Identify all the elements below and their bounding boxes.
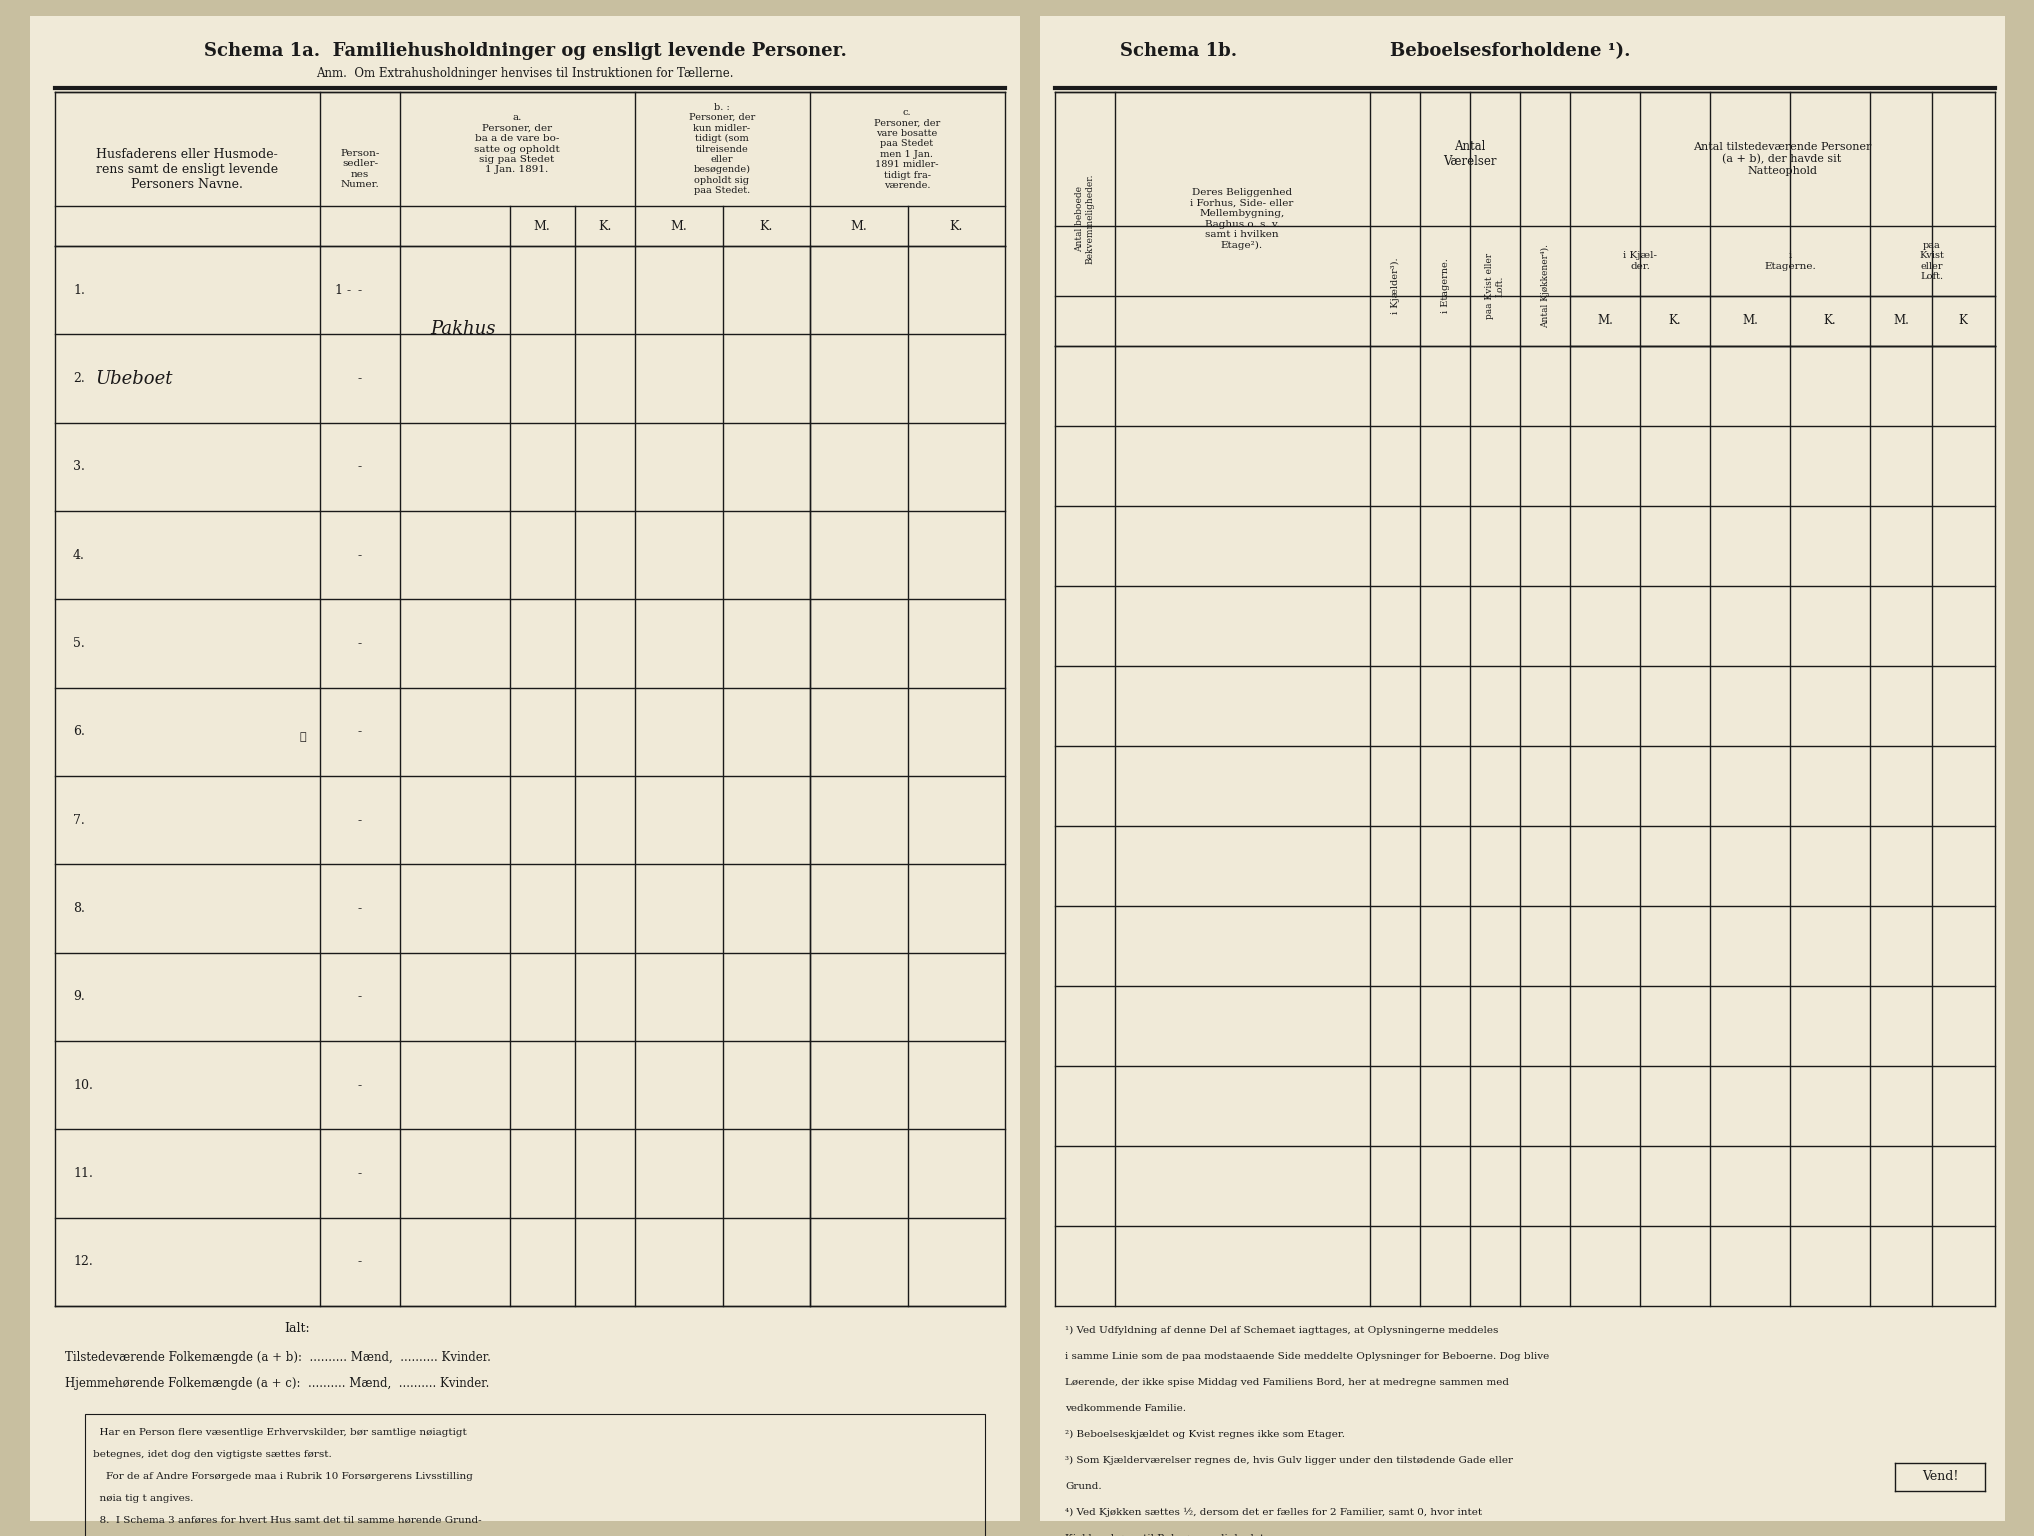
Text: -: - (358, 548, 362, 562)
Text: i Kjæl-
der.: i Kjæl- der. (1623, 252, 1658, 270)
Text: 8.  I Schema 3 anføres for hvert Hus samt det til samme hørende Grund-: 8. I Schema 3 anføres for hvert Hus samt… (94, 1516, 482, 1525)
Text: -: - (358, 372, 362, 386)
Text: K.: K. (950, 220, 962, 232)
Text: -: - (358, 1167, 362, 1180)
Text: M.: M. (1741, 315, 1757, 327)
Text: ⁴) Ved Kjøkken sættes ½, dersom det er fælles for 2 Familier, samt 0, hvor intet: ⁴) Ved Kjøkken sættes ½, dersom det er f… (1066, 1508, 1483, 1518)
Text: M.: M. (1894, 315, 1910, 327)
Text: 7.: 7. (73, 814, 85, 826)
Text: Hjemmehørende Folkemængde (a + c):  .......... Mænd,  .......... Kvinder.: Hjemmehørende Folkemængde (a + c): .....… (65, 1378, 490, 1390)
Text: paa
Kvist
eller
Loft.: paa Kvist eller Loft. (1920, 241, 1945, 281)
Text: ³) Som Kjælderværelser regnes de, hvis Gulv ligger under den tilstødende Gade el: ³) Som Kjælderværelser regnes de, hvis G… (1066, 1456, 1513, 1465)
Bar (85, 1415, 984, 1536)
Text: Anm.  Om Extrahusholdninger henvises til Instruktionen for Tællerne.: Anm. Om Extrahusholdninger henvises til … (315, 68, 734, 80)
Text: Tilstedeværende Folkemængde (a + b):  .......... Mænd,  .......... Kvinder.: Tilstedeværende Folkemængde (a + b): ...… (65, 1352, 490, 1364)
Text: 6.: 6. (73, 725, 85, 739)
Text: K: K (1959, 315, 1967, 327)
Text: Antal
Værelser: Antal Værelser (1444, 140, 1497, 167)
Text: a.
Personer, der
ba a de vare bo-
satte og opholdt
sig paa Stedet
1 Jan. 1891.: a. Personer, der ba a de vare bo- satte … (474, 114, 559, 175)
Text: 2.: 2. (73, 372, 85, 386)
Text: Grund.: Grund. (1066, 1482, 1102, 1491)
Text: Vend!: Vend! (1922, 1470, 1959, 1484)
Text: Schema 1b.: Schema 1b. (1121, 41, 1237, 60)
Text: Har en Person flere væsentlige Erhvervskilder, bør samtlige nøiagtigt: Har en Person flere væsentlige Erhvervsk… (94, 1428, 466, 1438)
Text: Kjøkken hører til Bekvøemmelighedet.: Kjøkken hører til Bekvøemmelighedet. (1066, 1534, 1267, 1536)
Text: 3.: 3. (73, 461, 85, 473)
Text: -: - (358, 902, 362, 915)
Text: 8.: 8. (73, 902, 85, 915)
Text: -: - (358, 814, 362, 826)
Text: i
Etagerne.: i Etagerne. (1763, 252, 1816, 270)
Text: M.: M. (533, 220, 551, 232)
Text: betegnes, idet dog den vigtigste sættes først.: betegnes, idet dog den vigtigste sættes … (94, 1450, 332, 1459)
Text: nøia tig t angives.: nøia tig t angives. (94, 1495, 193, 1504)
Text: M.: M. (1597, 315, 1613, 327)
Text: 11.: 11. (73, 1167, 94, 1180)
Text: K.: K. (598, 220, 612, 232)
Text: K.: K. (759, 220, 773, 232)
Text: i Kjælder³).: i Kjælder³). (1391, 258, 1399, 315)
Text: Antal beboede
Bekvemmeligheder.: Antal beboede Bekvemmeligheder. (1076, 174, 1094, 264)
Text: K.: K. (1824, 315, 1837, 327)
Text: K.: K. (1668, 315, 1682, 327)
Text: i Etagerne.: i Etagerne. (1440, 258, 1450, 313)
Text: Ubeboet: Ubeboet (96, 370, 173, 387)
Text: i samme Linie som de paa modstaaende Side meddelte Oplysninger for Beboerne. Dog: i samme Linie som de paa modstaaende Sid… (1066, 1352, 1550, 1361)
Text: ✓: ✓ (299, 731, 307, 742)
Bar (1039, 15, 2006, 1521)
Text: Pakhus: Pakhus (429, 321, 496, 338)
Text: Løerende, der ikke spise Middag ved Familiens Bord, her at medregne sammen med: Løerende, der ikke spise Middag ved Fami… (1066, 1378, 1509, 1387)
Text: 12.: 12. (73, 1255, 94, 1269)
Text: -: - (358, 637, 362, 650)
Text: -: - (358, 461, 362, 473)
Text: ¹) Ved Udfyldning af denne Del af Schemaet iagttages, at Oplysningerne meddeles: ¹) Ved Udfyldning af denne Del af Schema… (1066, 1326, 1499, 1335)
Text: M.: M. (850, 220, 866, 232)
Text: Deres Beliggenhed
i Forhus, Side- eller
Mellembygning,
Baghus o. s. v.
samt i hv: Deres Beliggenhed i Forhus, Side- eller … (1190, 189, 1294, 249)
Text: Husfaderens eller Husmode-
rens samt de ensligt levende
Personers Navne.: Husfaderens eller Husmode- rens samt de … (96, 147, 279, 190)
Text: 10.: 10. (73, 1078, 94, 1092)
Text: -: - (358, 284, 362, 296)
Text: -: - (358, 1078, 362, 1092)
Text: 1 -: 1 - (336, 284, 352, 296)
Text: paa Kvist eller
Loft.: paa Kvist eller Loft. (1485, 253, 1505, 319)
Text: For de af Andre Forsørgede maa i Rubrik 10 Forsørgerens Livsstilling: For de af Andre Forsørgede maa i Rubrik … (94, 1471, 472, 1481)
Text: 4.: 4. (73, 548, 85, 562)
Text: Beboelsesforholdene ¹).: Beboelsesforholdene ¹). (1389, 41, 1631, 60)
Text: -: - (358, 991, 362, 1003)
Text: 9.: 9. (73, 991, 85, 1003)
Text: -: - (358, 1255, 362, 1269)
Text: 1.: 1. (73, 284, 85, 296)
Text: b. :
Personer, der
kun midler-
tidigt (som
tilreisende
eller
besøgende)
opholdt : b. : Personer, der kun midler- tidigt (s… (690, 103, 755, 195)
Text: 5.: 5. (73, 637, 85, 650)
Text: Antal Kjøkkener⁴).: Antal Kjøkkener⁴). (1540, 244, 1550, 329)
Text: ²) Beboelseskjældet og Kvist regnes ikke som Etager.: ²) Beboelseskjældet og Kvist regnes ikke… (1066, 1430, 1344, 1439)
Text: vedkommende Familie.: vedkommende Familie. (1066, 1404, 1186, 1413)
Text: Antal tilstedeværende Personer
(a + b), der havde sit
Natteophold: Antal tilstedeværende Personer (a + b), … (1692, 143, 1871, 175)
Text: Schema 1a.  Familiehusholdninger og ensligt levende Personer.: Schema 1a. Familiehusholdninger og ensli… (203, 41, 846, 60)
Text: -: - (358, 725, 362, 739)
Text: M.: M. (671, 220, 687, 232)
Text: Person-
sedler-
nes
Numer.: Person- sedler- nes Numer. (340, 149, 380, 189)
Text: c.
Personer, der
vare bosatte
paa Stedet
men 1 Jan.
1891 midler-
tidigt fra-
vær: c. Personer, der vare bosatte paa Stedet… (875, 108, 940, 190)
Text: Ialt:: Ialt: (285, 1321, 309, 1335)
Bar (31, 15, 1019, 1521)
